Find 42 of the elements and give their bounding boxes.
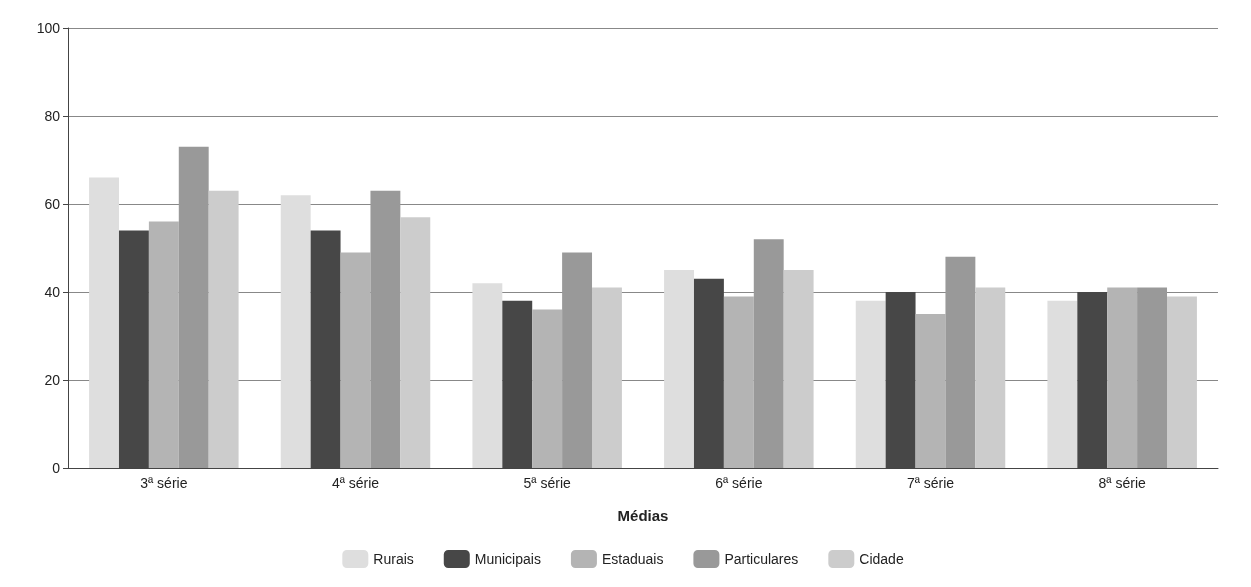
legend-label: Particulares [724, 551, 799, 567]
x-tick-label: 7ª série [906, 475, 955, 491]
bar [592, 287, 622, 468]
bar [664, 270, 694, 468]
x-axis-title: Médias [617, 507, 669, 524]
bar [532, 309, 563, 468]
bar [753, 239, 784, 468]
x-tick-label: 4ª série [331, 475, 380, 491]
legend-label: Municipais [474, 551, 541, 567]
bar [208, 190, 239, 468]
x-tick-label: 8ª série [1098, 475, 1146, 491]
bar [280, 195, 311, 468]
legend-label: Rurais [373, 551, 414, 567]
y-tick-label: 20 [44, 372, 61, 388]
y-tick-label: 40 [44, 284, 61, 300]
bar [855, 300, 886, 468]
bar [562, 252, 593, 468]
x-tick-label: 6ª série [715, 475, 763, 491]
x-tick-label: 3ª série [140, 475, 188, 491]
bar [1047, 300, 1078, 468]
bar [89, 177, 119, 468]
bar [975, 287, 1006, 468]
bar [783, 270, 814, 468]
bar [1137, 287, 1168, 468]
bar [1107, 287, 1138, 468]
bar [945, 256, 976, 468]
bar [400, 217, 431, 468]
legend-label: Cidade [859, 551, 904, 567]
bar [148, 221, 179, 468]
y-tick-label: 60 [44, 196, 61, 212]
bar [723, 296, 754, 468]
bar [915, 314, 946, 468]
x-tick-label: 5ª série [523, 475, 571, 491]
bar [340, 252, 371, 468]
bar [1167, 296, 1197, 468]
y-tick-label: 100 [36, 20, 61, 36]
bar [370, 190, 401, 468]
bar [472, 283, 503, 468]
y-tick-label: 80 [44, 108, 61, 124]
bar [178, 146, 209, 468]
legend-label: Estaduais [601, 551, 664, 567]
y-tick-label: 0 [52, 460, 61, 476]
